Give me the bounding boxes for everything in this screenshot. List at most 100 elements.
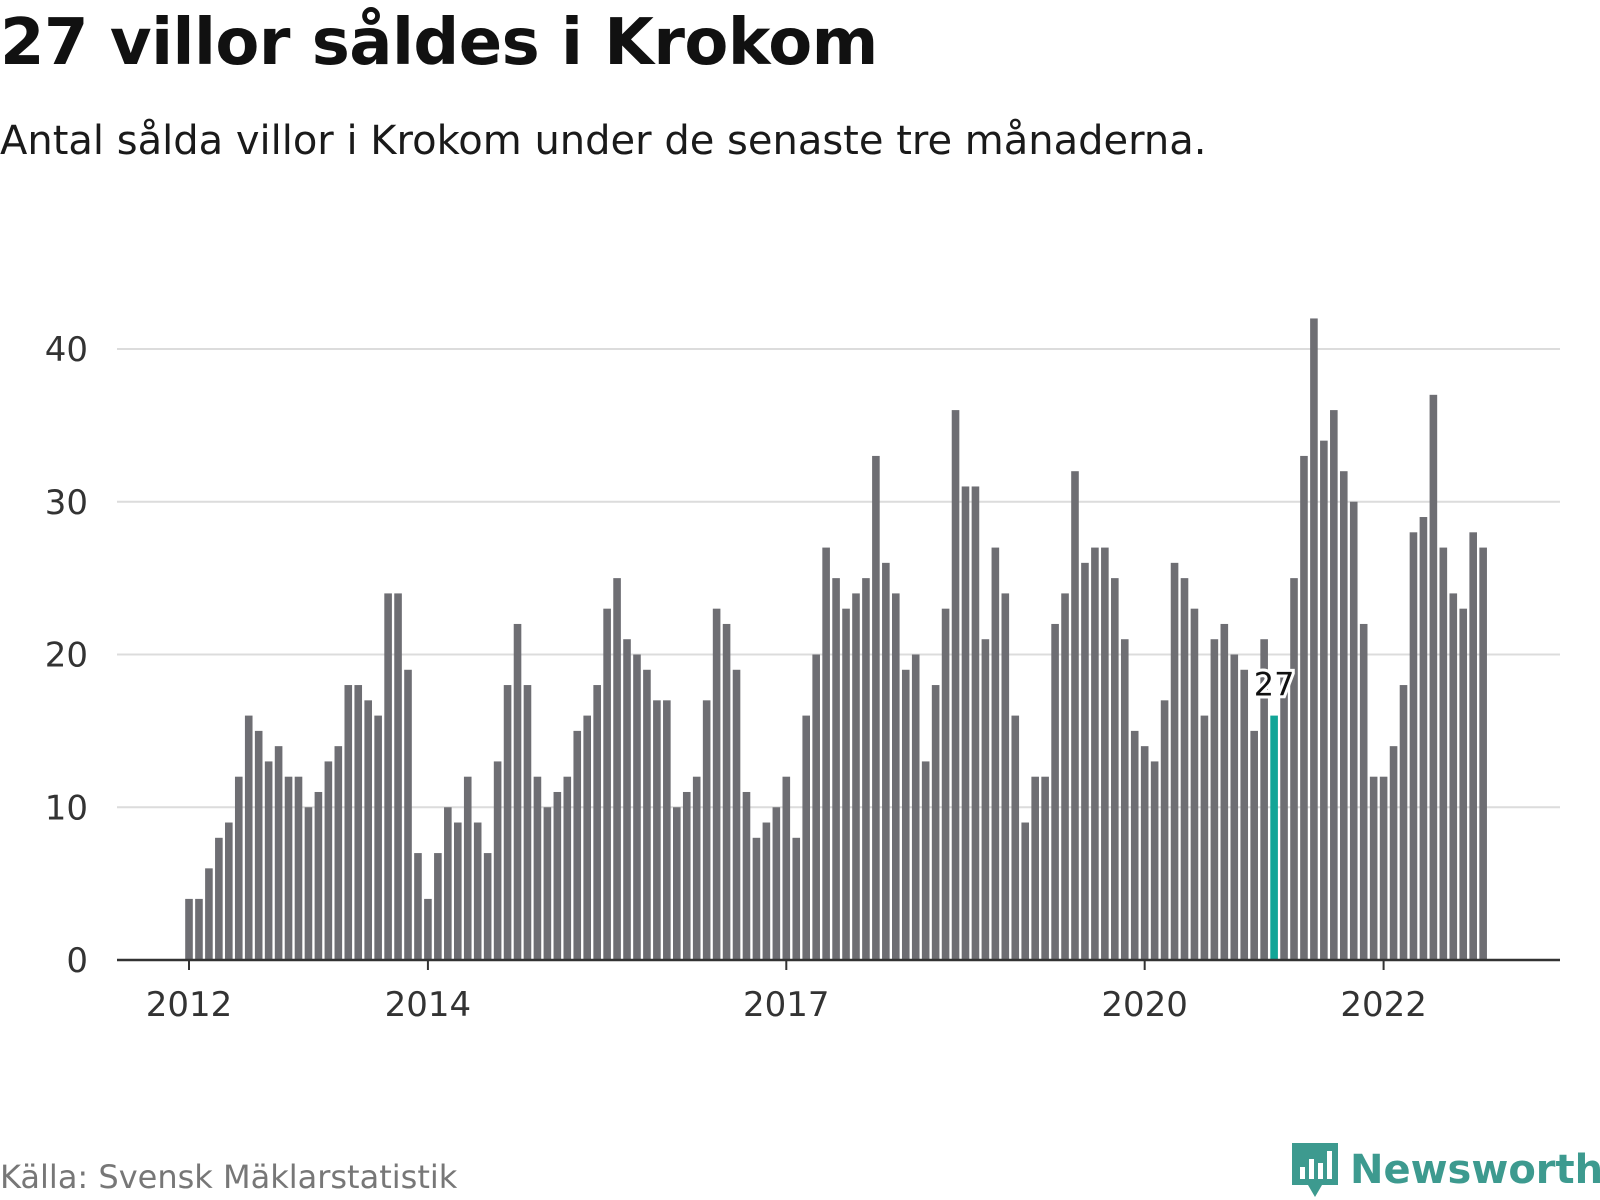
bar <box>1369 776 1378 960</box>
bar <box>1310 318 1318 960</box>
bar <box>673 807 681 960</box>
bar-chart: 0 10 20 30 40 2012 2014 2017 2020 2022 27 <box>45 318 1560 1025</box>
bar <box>1190 608 1199 960</box>
bar <box>1379 776 1388 960</box>
bar <box>1320 440 1328 960</box>
bar <box>1419 517 1428 960</box>
bar <box>453 822 462 960</box>
bar <box>1389 746 1398 960</box>
bar <box>463 776 472 960</box>
bar <box>244 715 253 960</box>
bar <box>414 853 422 960</box>
y-tick-label: 40 <box>45 330 88 370</box>
bar <box>752 837 761 960</box>
bar <box>1359 623 1368 960</box>
bar <box>1130 730 1139 961</box>
bar <box>802 715 811 960</box>
axes <box>117 958 1560 970</box>
bar <box>314 791 323 960</box>
bar <box>1160 700 1169 960</box>
x-tick-label: 2020 <box>1101 985 1188 1025</box>
bar <box>523 685 532 960</box>
bar <box>1260 639 1268 960</box>
bar <box>712 608 721 960</box>
bar <box>991 547 1000 960</box>
bar <box>653 700 661 960</box>
bar <box>812 654 820 960</box>
bar-highlight <box>1270 715 1278 960</box>
bar <box>593 685 601 960</box>
bar <box>1349 501 1358 960</box>
bar <box>1399 685 1408 960</box>
bar <box>1031 776 1039 960</box>
source-text: Källa: Svensk Mäklarstatistik <box>0 1158 458 1196</box>
bar <box>374 715 382 960</box>
bar <box>234 776 243 960</box>
bar <box>473 822 482 960</box>
bar <box>1280 669 1288 960</box>
bar <box>284 776 293 960</box>
bar <box>533 776 542 960</box>
bar <box>304 807 313 960</box>
bar <box>1011 715 1020 960</box>
bar <box>503 685 512 960</box>
labels: 0 10 20 30 40 2012 2014 2017 2020 2022 27 <box>45 330 1427 1025</box>
bar <box>872 455 880 960</box>
bar <box>185 898 193 960</box>
bar <box>931 685 940 960</box>
bar <box>822 547 830 960</box>
bar <box>1300 455 1308 960</box>
y-tick-label: 30 <box>45 483 88 523</box>
bar <box>1479 547 1487 960</box>
bar <box>603 608 611 960</box>
bar <box>643 669 651 960</box>
bar <box>1459 608 1468 960</box>
bar <box>225 822 233 960</box>
bar <box>742 791 751 960</box>
bar <box>274 746 283 960</box>
bar <box>852 593 860 960</box>
x-tick-label: 2014 <box>385 985 472 1025</box>
bar <box>1469 532 1477 960</box>
bar <box>882 562 890 960</box>
bar <box>1071 471 1079 960</box>
brand[interactable]: Newsworthy <box>1290 1142 1600 1198</box>
bar <box>364 700 372 960</box>
y-tick-label: 20 <box>45 636 88 676</box>
highlight-value-label: 27 <box>1254 666 1295 704</box>
bar <box>1111 578 1119 961</box>
bar <box>334 746 343 960</box>
x-tick-label: 2017 <box>743 985 830 1025</box>
bar <box>195 898 203 960</box>
bar <box>1061 593 1069 960</box>
bar <box>1240 669 1249 960</box>
bar <box>862 578 870 961</box>
x-tick-label: 2012 <box>146 985 233 1025</box>
bar <box>682 791 691 960</box>
bar <box>1250 730 1258 961</box>
bar <box>444 807 452 960</box>
bar <box>842 608 850 960</box>
bar <box>692 776 701 960</box>
bar <box>1210 639 1219 960</box>
chart-title: 27 villor såldes i Krokom <box>0 6 878 80</box>
brand-name: Newsworthy <box>1350 1147 1600 1193</box>
bar <box>1120 639 1129 960</box>
bar <box>543 807 552 960</box>
bar <box>832 578 840 961</box>
bar <box>573 730 582 961</box>
bar <box>961 486 970 960</box>
bar <box>215 837 223 960</box>
bar <box>911 654 920 960</box>
x-tick-label: 2022 <box>1340 985 1427 1025</box>
bar <box>1140 746 1149 960</box>
bar <box>354 685 363 960</box>
bar <box>394 593 402 960</box>
bar <box>772 807 781 960</box>
bar <box>792 837 801 960</box>
bar <box>294 776 303 960</box>
bar <box>1001 593 1010 960</box>
bar <box>663 700 671 960</box>
bar <box>951 410 960 961</box>
bar <box>424 898 432 960</box>
